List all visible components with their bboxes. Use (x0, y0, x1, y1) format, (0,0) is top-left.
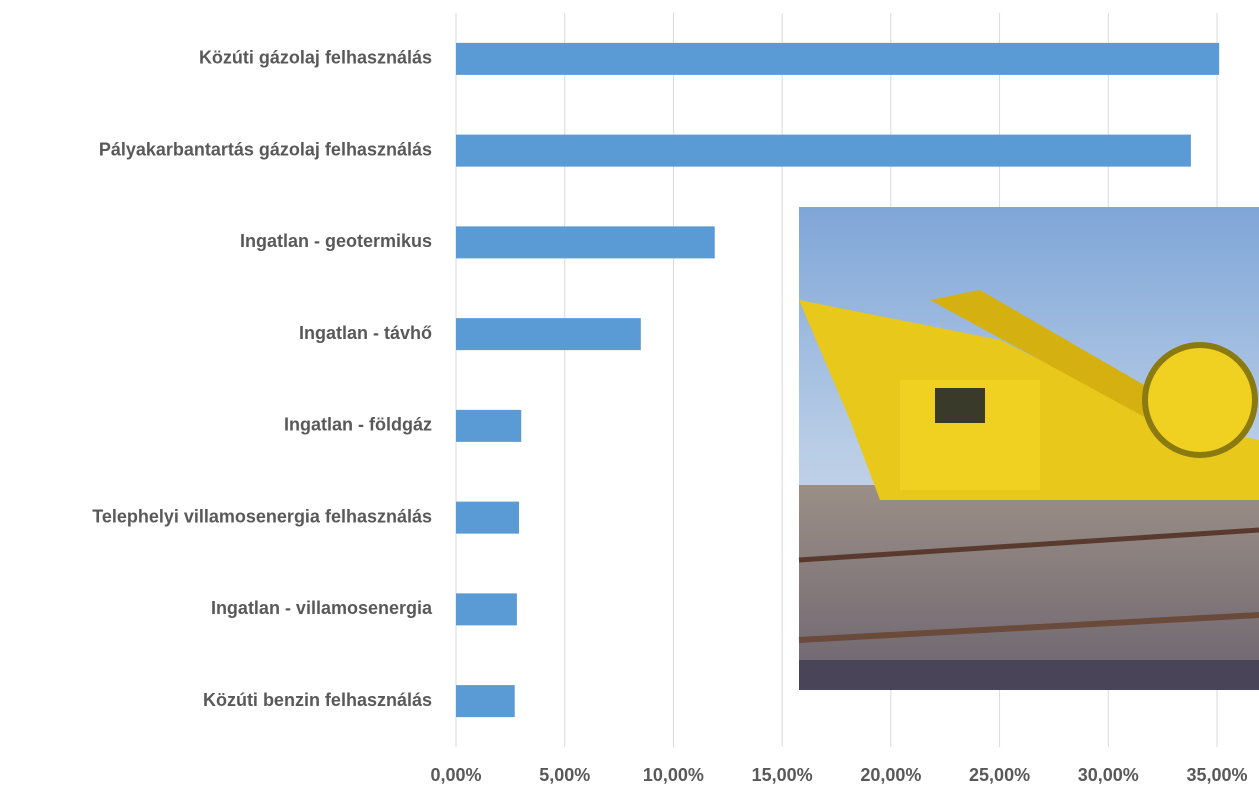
y-tick-label: Ingatlan - távhő (299, 323, 432, 343)
bar (456, 685, 515, 718)
x-tick-label: 15,00% (752, 765, 813, 785)
bar (456, 593, 517, 626)
bar (456, 318, 641, 351)
y-tick-label: Közúti benzin felhasználás (203, 690, 432, 710)
x-tick-label: 25,00% (969, 765, 1030, 785)
bar (456, 409, 522, 442)
y-tick-label: Ingatlan - villamosenergia (211, 598, 433, 618)
x-tick-label: 20,00% (860, 765, 921, 785)
y-tick-label: Ingatlan - földgáz (284, 415, 432, 435)
x-tick-label: 10,00% (643, 765, 704, 785)
bar (456, 42, 1220, 75)
x-tick-label: 5,00% (539, 765, 590, 785)
y-tick-label: Pályakarbantartás gázolaj felhasználás (99, 139, 432, 159)
y-tick-label: Ingatlan - geotermikus (240, 231, 432, 251)
y-tick-label: Közúti gázolaj felhasználás (199, 48, 432, 68)
bar (456, 134, 1191, 167)
photo (798, 207, 1259, 690)
bar (456, 501, 520, 534)
x-tick-label: 0,00% (430, 765, 481, 785)
x-tick-label: 30,00% (1078, 765, 1139, 785)
bar (456, 226, 715, 259)
x-tick-label: 35,00% (1186, 765, 1247, 785)
y-tick-label: Telephelyi villamosenergia felhasználás (92, 506, 432, 526)
bars (456, 42, 1220, 718)
